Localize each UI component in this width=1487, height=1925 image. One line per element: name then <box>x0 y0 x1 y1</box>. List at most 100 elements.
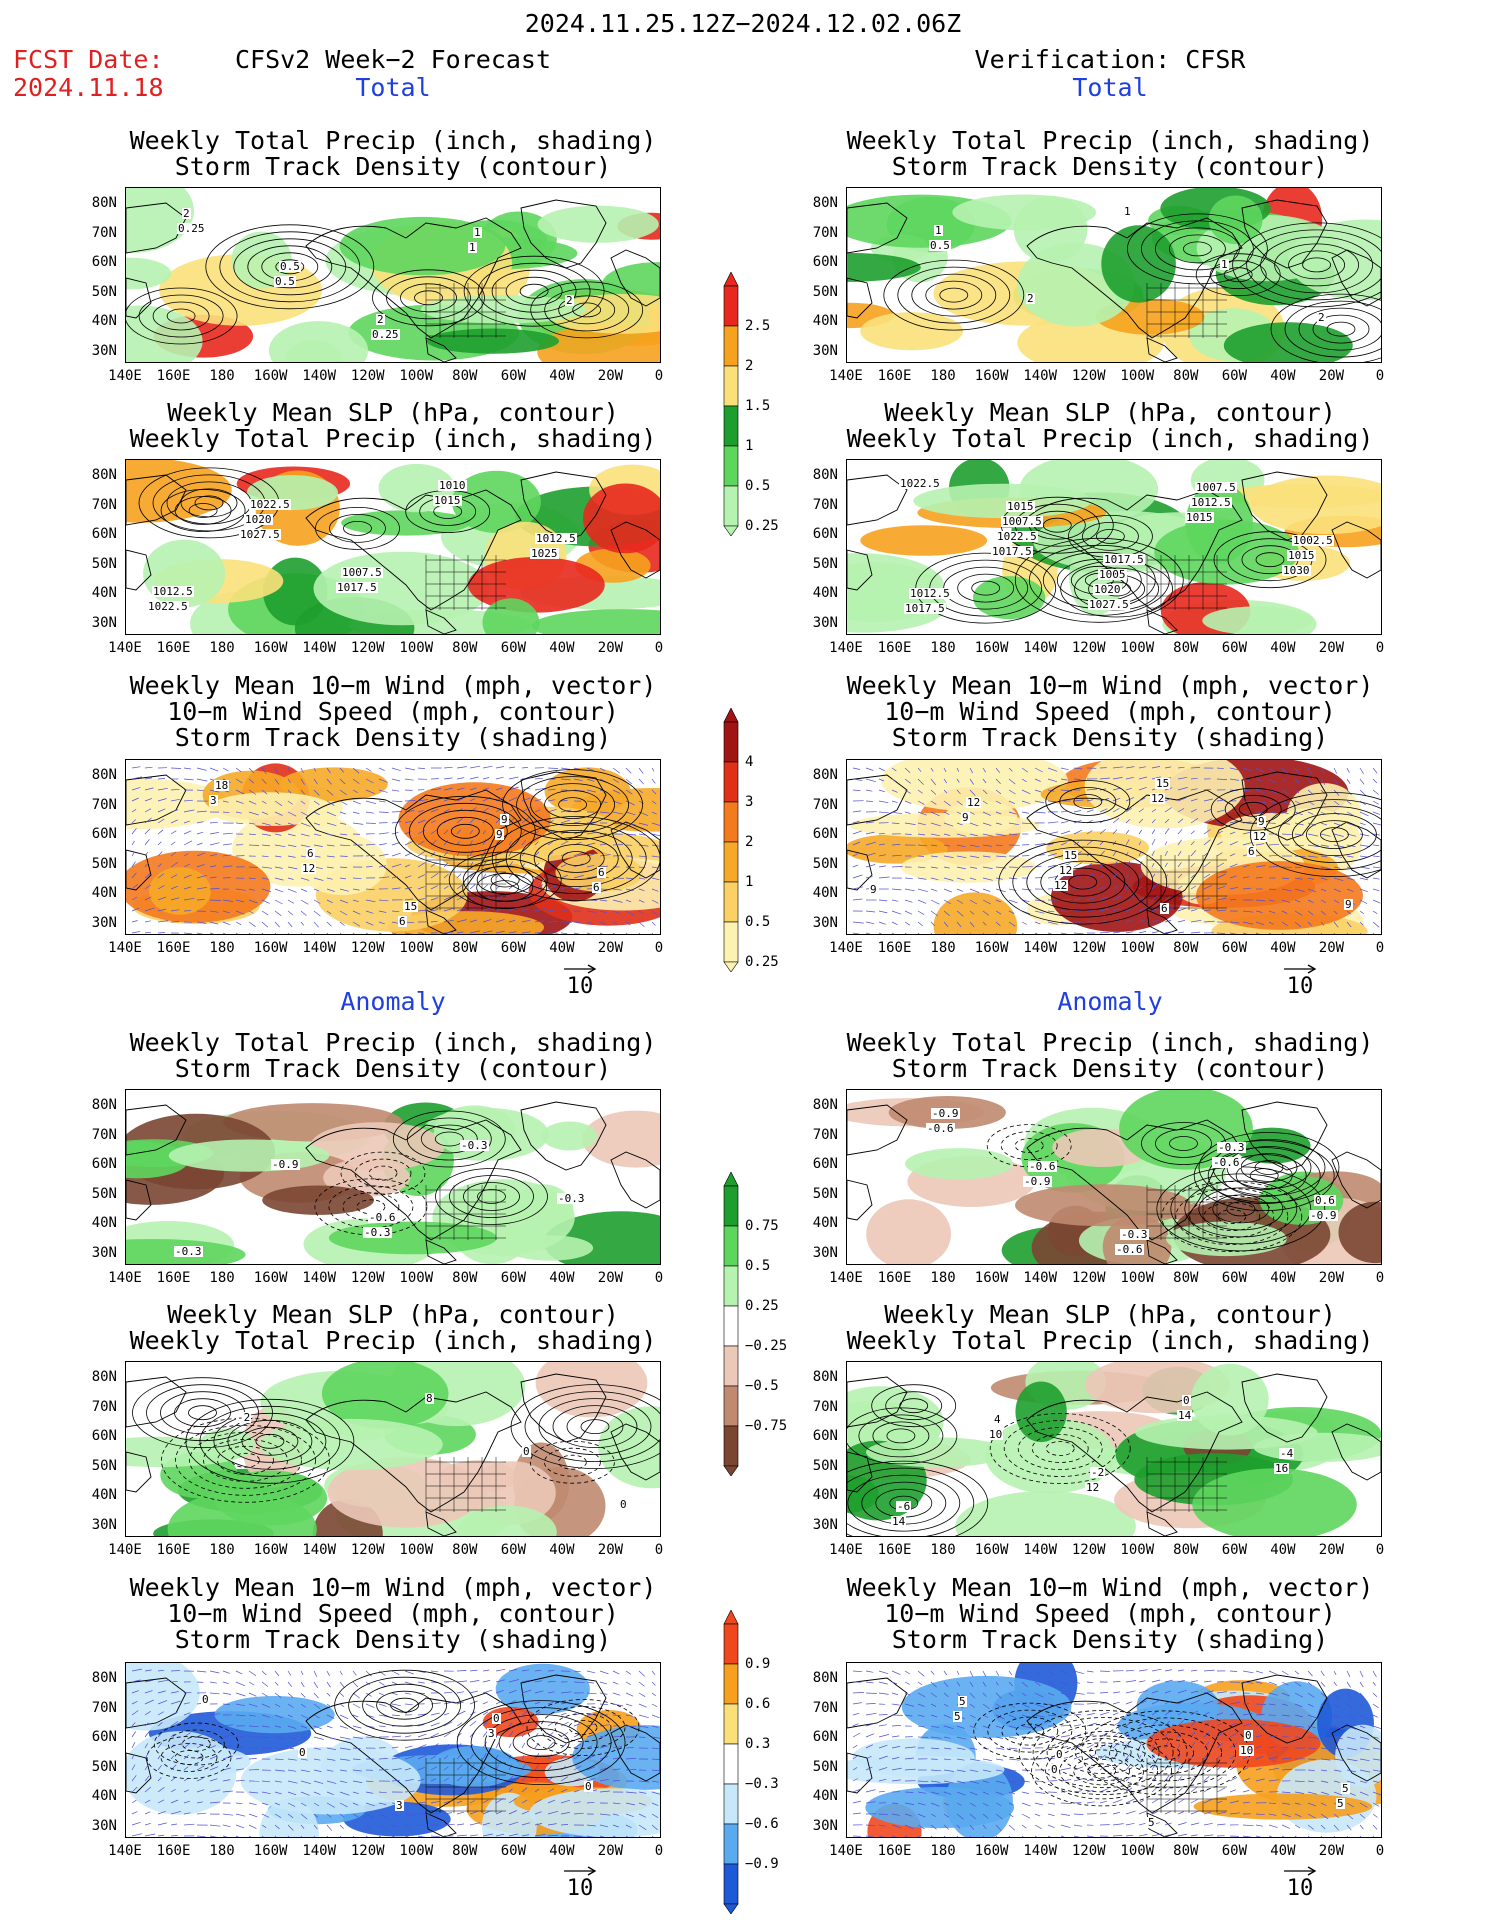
wind-vector <box>196 1732 205 1738</box>
wind-vector <box>865 1801 876 1804</box>
wind-vector <box>1086 1713 1096 1716</box>
wind-vector <box>404 1670 414 1675</box>
wind-vector <box>196 789 204 792</box>
wind-vector <box>969 1670 974 1677</box>
wind-vector <box>917 1835 920 1837</box>
lat-tick-label: 60N <box>91 254 117 270</box>
wind-vector <box>943 1747 952 1750</box>
wind-vector <box>1203 798 1213 802</box>
wind-vector <box>1294 910 1303 916</box>
wind-vector <box>878 899 888 902</box>
wind-vector <box>144 862 149 868</box>
wind-vector <box>170 788 180 791</box>
wind-vector <box>638 1780 650 1783</box>
contour-line <box>477 1189 506 1204</box>
lat-tick-label: 50N <box>91 555 117 572</box>
wind-vector <box>1047 843 1054 846</box>
wind-vector <box>547 1732 554 1738</box>
wind-vector <box>904 778 911 784</box>
wind-vector <box>878 1790 886 1793</box>
map-frame: 0.25 0.5 0.25 1 2 2 0.5 2 1 <box>125 187 661 363</box>
wind-vector <box>1177 873 1183 879</box>
wind-vector <box>969 844 980 848</box>
wind-vector <box>612 1670 620 1675</box>
wind-vector <box>1216 778 1228 780</box>
wind-vector <box>917 1813 926 1818</box>
wind-vector <box>1372 800 1380 805</box>
contour-line <box>1182 241 1212 257</box>
wind-vector <box>443 1732 451 1738</box>
wind-vector <box>521 919 531 923</box>
wind-vector <box>482 861 487 868</box>
wind-vector <box>274 1802 281 1806</box>
contour-label: 14 <box>1177 1409 1193 1422</box>
wind-vector <box>1372 910 1378 914</box>
wind-vector <box>430 788 442 791</box>
wind-vector <box>131 776 143 780</box>
wind-vector <box>599 932 603 934</box>
wind-vector <box>534 1701 541 1705</box>
wind-vector <box>1060 898 1072 901</box>
wind-vector <box>131 1754 135 1760</box>
lon-tick-label: 20W <box>597 1270 624 1286</box>
wind-vector <box>235 778 243 784</box>
wind-vector <box>261 1824 267 1828</box>
wind-vector <box>1242 778 1249 781</box>
wind-vector <box>1073 862 1083 868</box>
wind-vector <box>1346 822 1357 827</box>
wind-vector <box>235 1735 244 1738</box>
contour-label: 1012.5 <box>909 587 951 600</box>
wind-vector <box>1242 876 1250 879</box>
wind-vector <box>261 877 269 880</box>
contour-line <box>449 1175 534 1218</box>
contour-line <box>847 1474 961 1532</box>
wind-vector <box>1229 1776 1238 1782</box>
shading-blob <box>457 1505 557 1536</box>
wind-vector <box>651 1780 659 1783</box>
map-panel: 1027.5 1017.5 1015 1025 1022.5 1020 1007.5 1010… <box>92 459 663 655</box>
wind-vector <box>891 1670 901 1676</box>
coastline <box>610 1724 660 1782</box>
wind-vector <box>891 888 902 891</box>
wind-vector <box>917 800 925 805</box>
wind-vector <box>638 833 646 836</box>
wind-vector <box>1125 839 1130 846</box>
contour-line <box>498 1721 584 1764</box>
wind-vector <box>222 1670 231 1674</box>
contour-label: 0.25 <box>371 328 400 341</box>
wind-vector <box>1008 921 1016 927</box>
wind-vector <box>456 1834 467 1837</box>
lon-tick-label: 120W <box>350 640 385 656</box>
wind-vector <box>1307 910 1314 916</box>
wind-vector <box>1372 1802 1380 1807</box>
wind-vector <box>235 1703 245 1707</box>
wind-vector <box>417 810 424 813</box>
wind-vector <box>995 1692 1002 1699</box>
wind-vector <box>1281 1670 1289 1676</box>
wind-vector <box>852 767 861 770</box>
contour-line <box>490 872 520 888</box>
map-canvas <box>847 460 1381 634</box>
lat-tick-label: 60N <box>91 1428 117 1444</box>
contour-line <box>152 301 210 331</box>
wind-vector <box>235 1714 246 1717</box>
contour-line <box>1168 234 1226 264</box>
lon-tick-label: 0 <box>1375 1270 1385 1286</box>
colorbar-label: 2 <box>745 358 754 374</box>
wind-vector <box>1021 932 1025 934</box>
wind-vector <box>1320 1703 1327 1708</box>
wind-vector <box>1255 877 1263 879</box>
wind-vector <box>982 1769 992 1773</box>
lat-tick-label: 80N <box>812 1670 838 1686</box>
wind-vector <box>1281 1768 1293 1771</box>
wind-vector <box>1190 1700 1200 1705</box>
wind-vector <box>638 1703 647 1708</box>
wind-vector <box>943 1780 954 1784</box>
wind-vector <box>1125 1810 1136 1815</box>
contour-line <box>1073 794 1103 809</box>
wind-vector <box>1164 1669 1173 1672</box>
lon-tick-label: 40W <box>1270 640 1296 656</box>
wind-vector <box>1307 1725 1316 1728</box>
wind-vector <box>209 921 219 925</box>
lon-tick-label: 120W <box>1071 940 1106 956</box>
